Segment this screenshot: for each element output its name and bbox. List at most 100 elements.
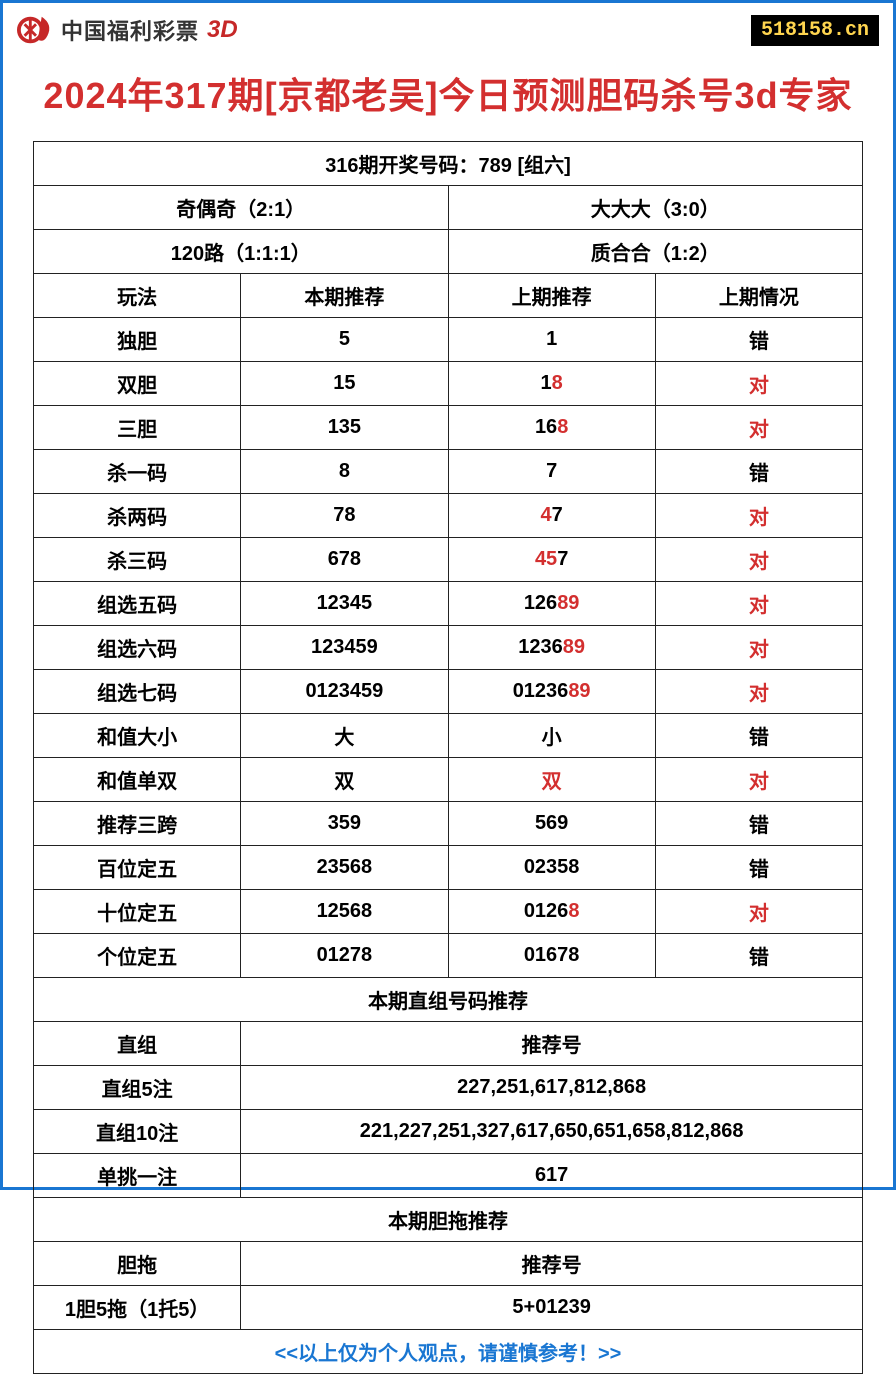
- dantuo-label: 1胆5拖（1托5）: [34, 1286, 241, 1330]
- current-cell: 135: [241, 406, 448, 450]
- table-row: 独胆51错: [34, 318, 863, 362]
- zhizu-col-right: 推荐号: [241, 1022, 863, 1066]
- table-row: 组选六码123459123689对: [34, 626, 863, 670]
- table-row: 直组10注221,227,251,327,617,650,651,658,812…: [34, 1110, 863, 1154]
- zhizu-value: 221,227,251,327,617,650,651,658,812,868: [241, 1110, 863, 1154]
- method-cell: 独胆: [34, 318, 241, 362]
- table-row: 个位定五0127801678错: [34, 934, 863, 978]
- prev-cell: 1: [448, 318, 655, 362]
- result-cell: 对: [655, 494, 862, 538]
- col-header-method: 玩法: [34, 274, 241, 318]
- info-route: 120路（1:1:1）: [34, 230, 449, 274]
- prev-cell: 47: [448, 494, 655, 538]
- method-cell: 组选七码: [34, 670, 241, 714]
- logo-3d: 3D: [207, 16, 238, 44]
- site-badge: 518158.cn: [751, 15, 879, 46]
- table-row: 杀一码87错: [34, 450, 863, 494]
- draw-header: 316期开奖号码：789 [组六]: [34, 142, 863, 186]
- current-cell: 12568: [241, 890, 448, 934]
- info-parity: 奇偶奇（2:1）: [34, 186, 449, 230]
- col-header-current: 本期推荐: [241, 274, 448, 318]
- current-cell: 5: [241, 318, 448, 362]
- method-cell: 组选五码: [34, 582, 241, 626]
- table-row: 百位定五2356802358错: [34, 846, 863, 890]
- prev-cell: 双: [448, 758, 655, 802]
- current-cell: 78: [241, 494, 448, 538]
- info-prime: 质合合（1:2）: [448, 230, 863, 274]
- table-row: 杀两码7847对: [34, 494, 863, 538]
- result-cell: 错: [655, 714, 862, 758]
- zhizu-label: 直组5注: [34, 1066, 241, 1110]
- method-cell: 组选六码: [34, 626, 241, 670]
- method-cell: 三胆: [34, 406, 241, 450]
- dantuo-header: 本期胆拖推荐: [34, 1198, 863, 1242]
- result-cell: 对: [655, 670, 862, 714]
- result-cell: 对: [655, 890, 862, 934]
- table-row: 双胆1518对: [34, 362, 863, 406]
- col-header-prev: 上期推荐: [448, 274, 655, 318]
- prev-cell: 7: [448, 450, 655, 494]
- current-cell: 双: [241, 758, 448, 802]
- result-cell: 错: [655, 802, 862, 846]
- current-cell: 359: [241, 802, 448, 846]
- prev-cell: 02358: [448, 846, 655, 890]
- info-size: 大大大（3:0）: [448, 186, 863, 230]
- prev-cell: 168: [448, 406, 655, 450]
- prev-cell: 12689: [448, 582, 655, 626]
- table-row: 杀三码678457对: [34, 538, 863, 582]
- method-cell: 杀一码: [34, 450, 241, 494]
- result-cell: 对: [655, 406, 862, 450]
- current-cell: 123459: [241, 626, 448, 670]
- current-cell: 01278: [241, 934, 448, 978]
- method-cell: 杀三码: [34, 538, 241, 582]
- result-cell: 错: [655, 318, 862, 362]
- prev-cell: 小: [448, 714, 655, 758]
- current-cell: 大: [241, 714, 448, 758]
- prev-cell: 123689: [448, 626, 655, 670]
- lottery-logo-icon: [17, 11, 55, 49]
- current-cell: 15: [241, 362, 448, 406]
- result-cell: 错: [655, 934, 862, 978]
- table-row: 和值单双双双对: [34, 758, 863, 802]
- current-cell: 12345: [241, 582, 448, 626]
- result-cell: 错: [655, 450, 862, 494]
- table-row: 和值大小大小错: [34, 714, 863, 758]
- method-cell: 杀两码: [34, 494, 241, 538]
- header: 中国福利彩票 3D 518158.cn: [3, 3, 893, 53]
- method-cell: 个位定五: [34, 934, 241, 978]
- prediction-table: 316期开奖号码：789 [组六] 奇偶奇（2:1） 大大大（3:0） 120路…: [33, 141, 863, 1374]
- method-cell: 百位定五: [34, 846, 241, 890]
- logo-area: 中国福利彩票 3D: [17, 11, 238, 49]
- result-cell: 对: [655, 362, 862, 406]
- current-cell: 678: [241, 538, 448, 582]
- footer-note: <<以上仅为个人观点，请谨慎参考！>>: [34, 1330, 863, 1374]
- prev-cell: 457: [448, 538, 655, 582]
- zhizu-value: 227,251,617,812,868: [241, 1066, 863, 1110]
- current-cell: 8: [241, 450, 448, 494]
- table-row: 推荐三跨359569错: [34, 802, 863, 846]
- table-row: 单挑一注617: [34, 1154, 863, 1198]
- page-title: 2024年317期[京都老吴]今日预测胆码杀号3d专家: [3, 53, 893, 141]
- zhizu-label: 单挑一注: [34, 1154, 241, 1198]
- dantuo-col-left: 胆拖: [34, 1242, 241, 1286]
- method-cell: 双胆: [34, 362, 241, 406]
- prev-cell: 01268: [448, 890, 655, 934]
- prev-cell: 569: [448, 802, 655, 846]
- method-cell: 和值单双: [34, 758, 241, 802]
- table-row: 1胆5拖（1托5）5+01239: [34, 1286, 863, 1330]
- result-cell: 错: [655, 846, 862, 890]
- prev-cell: 0123689: [448, 670, 655, 714]
- dantuo-value: 5+01239: [241, 1286, 863, 1330]
- result-cell: 对: [655, 582, 862, 626]
- zhizu-col-left: 直组: [34, 1022, 241, 1066]
- result-cell: 对: [655, 626, 862, 670]
- logo-text: 中国福利彩票: [61, 14, 199, 46]
- result-cell: 对: [655, 538, 862, 582]
- table-row: 组选五码1234512689对: [34, 582, 863, 626]
- method-cell: 和值大小: [34, 714, 241, 758]
- col-header-result: 上期情况: [655, 274, 862, 318]
- current-cell: 0123459: [241, 670, 448, 714]
- method-cell: 十位定五: [34, 890, 241, 934]
- table-row: 十位定五1256801268对: [34, 890, 863, 934]
- result-cell: 对: [655, 758, 862, 802]
